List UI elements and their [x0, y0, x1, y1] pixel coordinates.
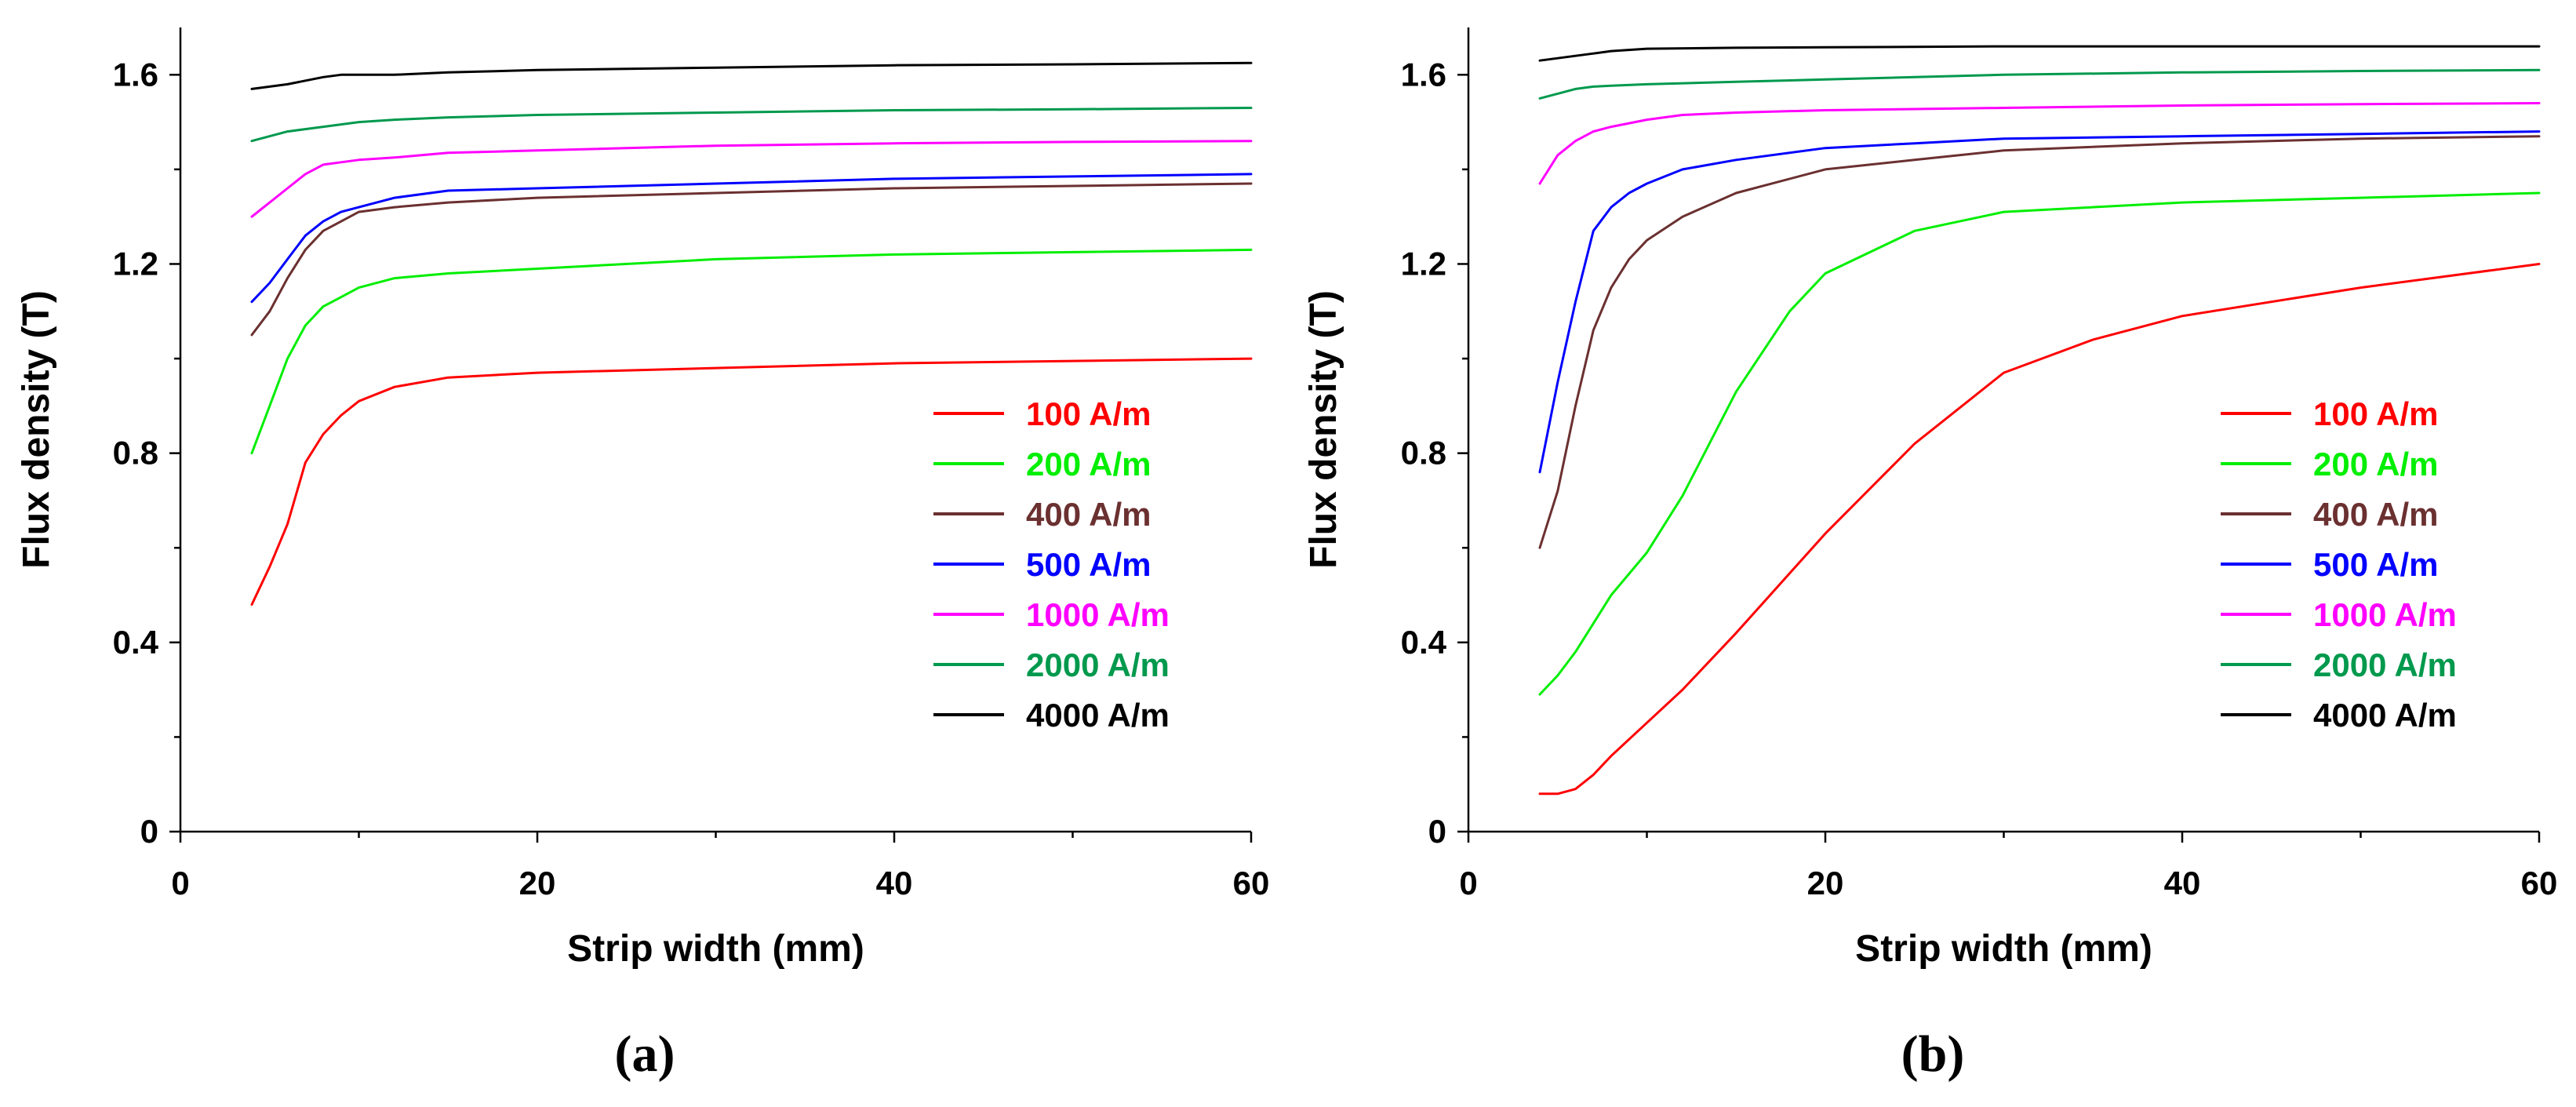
y-tick-label: 0.8 — [113, 435, 158, 472]
legend-label: 500 A/m — [1026, 546, 1152, 583]
y-tick-label: 1.2 — [113, 245, 158, 282]
legend-label: 4000 A/m — [1026, 697, 1170, 734]
panel-label: (b) — [1901, 1025, 1965, 1083]
series-line-4000 — [1538, 45, 2541, 62]
series-line-200 — [1538, 191, 2541, 696]
x-axis-title: Strip width (mm) — [1855, 928, 2152, 970]
x-axis-title: Strip width (mm) — [567, 928, 864, 970]
legend-label: 100 A/m — [2313, 395, 2439, 432]
series-line-4000 — [250, 61, 1253, 90]
legend-label: 2000 A/m — [1026, 646, 1170, 683]
x-tick-label: 20 — [519, 865, 556, 901]
series-line-500 — [250, 173, 1253, 304]
x-tick-label: 60 — [1233, 865, 1270, 901]
legend-label: 500 A/m — [2313, 546, 2439, 583]
x-tick-label: 0 — [1459, 865, 1477, 901]
y-axis-title: Flux density (T) — [16, 290, 57, 569]
panel-label: (a) — [615, 1025, 675, 1083]
legend-label: 200 A/m — [2313, 446, 2439, 482]
series-line-500 — [1538, 130, 2541, 474]
series-line-2000 — [250, 107, 1253, 143]
series-line-400 — [250, 182, 1253, 337]
x-tick-label: 60 — [2521, 865, 2558, 901]
chart-panel-a: 0 0.4 0.8 1.2 1.6 0 20 40 60 Strip width (mm) Flux… — [16, 27, 1269, 1083]
legend-label: 400 A/m — [1026, 496, 1152, 533]
series-line-1000 — [1538, 102, 2541, 185]
y-tick-label: 0 — [140, 813, 158, 850]
y-tick-label: 1.2 — [1401, 245, 1446, 282]
legend-label: 1000 A/m — [1026, 596, 1170, 633]
series-line-100 — [250, 357, 1253, 606]
series-line-1000 — [250, 140, 1253, 218]
y-tick-label: 0.4 — [113, 624, 159, 661]
series-line-100 — [1538, 263, 2541, 796]
y-tick-label: 0 — [1428, 813, 1446, 850]
x-tick-label: 0 — [171, 865, 189, 901]
legend-label: 2000 A/m — [2313, 646, 2457, 683]
y-tick-label: 0.4 — [1401, 624, 1447, 661]
x-tick-label: 40 — [2164, 865, 2201, 901]
x-tick-label: 20 — [1807, 865, 1844, 901]
y-tick-label: 1.6 — [113, 56, 158, 93]
legend-label: 1000 A/m — [2313, 596, 2457, 633]
y-axis-title: Flux density (T) — [1303, 290, 1344, 569]
x-tick-label: 40 — [876, 865, 913, 901]
legend-label: 100 A/m — [1026, 395, 1152, 432]
legend-label: 4000 A/m — [2313, 697, 2457, 734]
legend-label: 400 A/m — [2313, 496, 2439, 533]
series-line-2000 — [1538, 68, 2541, 100]
series-line-400 — [1538, 135, 2541, 549]
legend-label: 200 A/m — [1026, 446, 1152, 482]
y-tick-label: 1.6 — [1401, 56, 1446, 93]
y-tick-label: 0.8 — [1401, 435, 1446, 472]
series-line-200 — [250, 248, 1253, 455]
chart-panel-b: 0 0.4 0.8 1.2 1.6 0 20 40 60 Strip width (mm) Flux… — [1303, 27, 2557, 1083]
